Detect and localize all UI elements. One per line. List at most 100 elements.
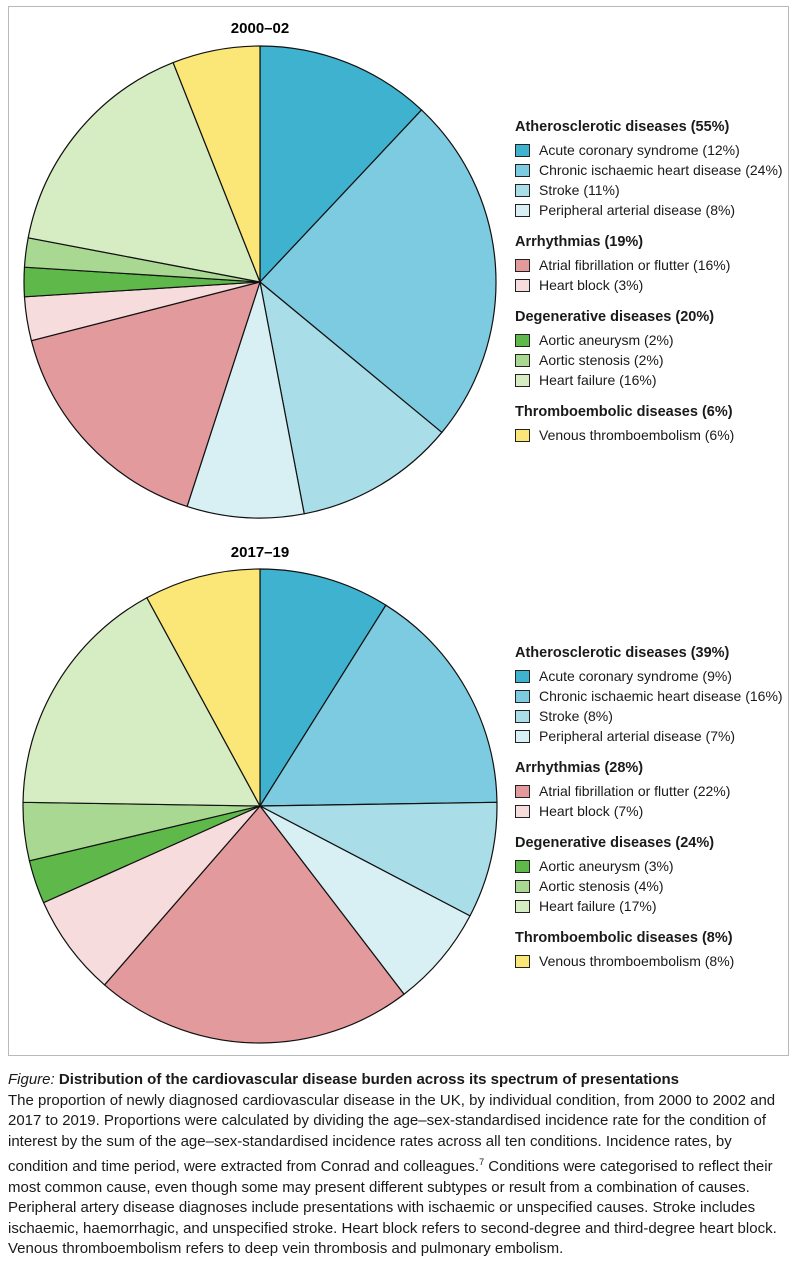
legend: Atherosclerotic diseases (55%) Acute coro… <box>515 118 795 458</box>
pie-slice-venous-thromboembolism <box>146 568 261 807</box>
legend-item: Stroke (8%) <box>515 706 795 726</box>
legend-label: Chronic ischaemic heart disease (16%) <box>539 688 783 704</box>
pie-slice-stroke <box>259 281 443 515</box>
legend-label: Aortic aneurysm (2%) <box>539 332 674 348</box>
legend-label: Atrial fibrillation or flutter (16%) <box>539 257 731 273</box>
legend-item: Aortic stenosis (4%) <box>515 876 795 896</box>
legend-item: Peripheral arterial disease (8%) <box>515 200 795 220</box>
legend-item: Acute coronary syndrome (12%) <box>515 140 795 160</box>
legend: Atherosclerotic diseases (39%) Acute coro… <box>515 644 795 984</box>
legend-label: Aortic aneurysm (3%) <box>539 858 674 874</box>
legend-group-title: Atherosclerotic diseases (55%) <box>515 119 730 135</box>
pie-svg: 2017–19 <box>22 544 498 1044</box>
caption-reference: 7 <box>479 1157 485 1167</box>
legend-item: Chronic ischaemic heart disease (16%) <box>515 686 795 706</box>
legend-item: Chronic ischaemic heart disease (24%) <box>515 160 795 180</box>
legend-label: Atrial fibrillation or flutter (22%) <box>539 783 731 799</box>
legend-label: Venous thromboembolism (8%) <box>539 953 735 969</box>
legend-swatch <box>515 899 530 913</box>
legend-item: Atrial fibrillation or flutter (22%) <box>515 781 795 801</box>
legend-swatch <box>515 784 530 798</box>
legend-swatch <box>515 353 530 367</box>
figure-caption: Figure: Distribution of the cardiovascul… <box>8 1070 793 1260</box>
legend-item: Heart block (3%) <box>515 275 795 295</box>
legend-item: Peripheral arterial disease (7%) <box>515 726 795 746</box>
legend-swatch <box>515 163 530 177</box>
legend-item: Aortic aneurysm (2%) <box>515 330 795 350</box>
legend-swatch <box>515 143 530 157</box>
figure-frame <box>8 6 789 1056</box>
legend-swatch <box>515 879 530 893</box>
legend-group-title: Thromboembolic diseases (6%) <box>515 404 733 420</box>
legend-label: Peripheral arterial disease (8%) <box>539 202 736 218</box>
legend-item: Aortic aneurysm (3%) <box>515 856 795 876</box>
legend-item: Heart failure (16%) <box>515 370 795 390</box>
legend-group-title: Thromboembolic diseases (8%) <box>515 930 733 946</box>
caption-body-cont: Conditions were categorised to reflect t… <box>8 1158 777 1257</box>
legend-label: Acute coronary syndrome (12%) <box>539 142 740 158</box>
legend-label: Heart failure (16%) <box>539 372 657 388</box>
pie-chart-2000-02: 2000–02 Atherosclerotic diseases (55%) Ac… <box>0 0 800 530</box>
legend-swatch <box>515 954 530 968</box>
legend-group: Thromboembolic diseases (6%) Venous throm… <box>515 403 795 445</box>
pie-slice-stroke <box>259 801 498 917</box>
legend-swatch <box>515 729 530 743</box>
legend-swatch <box>515 278 530 292</box>
legend-item: Atrial fibrillation or flutter (16%) <box>515 255 795 275</box>
legend-swatch <box>515 859 530 873</box>
legend-item: Venous thromboembolism (6%) <box>515 425 795 445</box>
pie-slice-acute-coronary-syndrome <box>259 45 423 283</box>
pie-slice-venous-thromboembolism <box>172 45 261 283</box>
legend-label: Peripheral arterial disease (7%) <box>539 728 736 744</box>
legend-label: Heart failure (17%) <box>539 898 657 914</box>
legend-item: Stroke (11%) <box>515 180 795 200</box>
legend-group: Arrhythmias (28%) Atrial fibrillation or … <box>515 759 795 821</box>
legend-item: Acute coronary syndrome (9%) <box>515 666 795 686</box>
legend-swatch <box>515 203 530 217</box>
pie-slice-heart-failure <box>27 61 261 283</box>
legend-group: Thromboembolic diseases (8%) Venous throm… <box>515 929 795 971</box>
legend-label: Aortic stenosis (4%) <box>539 878 664 894</box>
legend-group-title: Degenerative diseases (20%) <box>515 309 715 325</box>
legend-group: Degenerative diseases (24%) Aortic aneury… <box>515 834 795 916</box>
legend-item: Aortic stenosis (2%) <box>515 350 795 370</box>
legend-group-title: Atherosclerotic diseases (39%) <box>515 645 730 661</box>
legend-group: Arrhythmias (19%) Atrial fibrillation or … <box>515 233 795 295</box>
legend-item: Heart failure (17%) <box>515 896 795 916</box>
legend-group-title: Arrhythmias (28%) <box>515 760 644 776</box>
legend-label: Aortic stenosis (2%) <box>539 352 664 368</box>
pie-slice-heart-block <box>42 805 261 986</box>
legend-label: Venous thromboembolism (6%) <box>539 427 735 443</box>
legend-swatch <box>515 804 530 818</box>
legend-group-title: Arrhythmias (19%) <box>515 234 644 250</box>
legend-swatch <box>515 669 530 683</box>
chart-title: 2000–02 <box>231 20 289 37</box>
caption-body: The proportion of newly diagnosed cardio… <box>8 1091 776 1176</box>
pie-slice-atrial-fibrillation-or-flutter <box>103 805 405 1044</box>
legend-swatch <box>515 709 530 723</box>
legend-label: Chronic ischaemic heart disease (24%) <box>539 162 783 178</box>
legend-label: Heart block (7%) <box>539 803 644 819</box>
legend-swatch <box>515 373 530 387</box>
legend-group-title: Degenerative diseases (24%) <box>515 835 715 851</box>
legend-group: Atherosclerotic diseases (55%) Acute coro… <box>515 118 795 220</box>
chart-title: 2017–19 <box>231 544 289 561</box>
legend-swatch <box>515 689 530 703</box>
legend-label: Stroke (8%) <box>539 708 613 724</box>
legend-group: Degenerative diseases (20%) Aortic aneury… <box>515 308 795 390</box>
pie-slice-chronic-ischaemic-heart-disease <box>259 109 497 434</box>
pie-slice-atrial-fibrillation-or-flutter <box>30 281 261 508</box>
legend-swatch <box>515 183 530 197</box>
pie-slice-peripheral-arterial-disease <box>186 281 305 519</box>
legend-swatch <box>515 333 530 347</box>
caption-title: Distribution of the cardiovascular disea… <box>54 1071 680 1088</box>
legend-label: Stroke (11%) <box>539 182 620 198</box>
legend-item: Heart block (7%) <box>515 801 795 821</box>
caption-label: Figure: <box>8 1071 55 1088</box>
pie-svg: 2000–02 <box>23 20 497 519</box>
legend-swatch <box>515 428 530 442</box>
legend-swatch <box>515 258 530 272</box>
pie-slice-chronic-ischaemic-heart-disease <box>259 604 498 807</box>
pie-slice-peripheral-arterial-disease <box>259 805 471 995</box>
legend-label: Acute coronary syndrome (9%) <box>539 668 732 684</box>
